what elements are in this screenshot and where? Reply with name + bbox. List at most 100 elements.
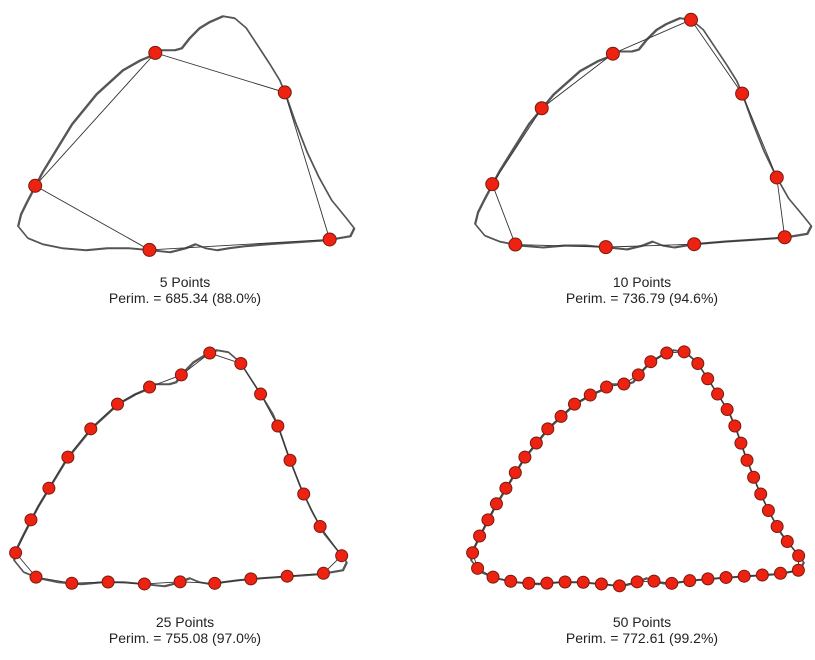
sample-point bbox=[24, 513, 38, 527]
sample-point bbox=[631, 368, 645, 382]
sample-point bbox=[755, 568, 769, 582]
sample-point bbox=[322, 232, 337, 247]
sample-point bbox=[683, 574, 697, 588]
sample-point bbox=[791, 563, 805, 577]
panel-10-points: 10 Points Perim. = 736.79 (94.6%) bbox=[462, 8, 815, 328]
shape-outline bbox=[470, 349, 805, 587]
sample-point bbox=[701, 372, 715, 386]
sample-point bbox=[208, 576, 222, 590]
sample-point bbox=[780, 534, 794, 548]
shape-outline bbox=[18, 16, 356, 254]
sample-point bbox=[777, 230, 792, 245]
sample-point bbox=[271, 419, 285, 433]
sample-point bbox=[612, 579, 626, 593]
shape-figure bbox=[9, 346, 349, 591]
sample-point bbox=[600, 380, 614, 394]
sample-point bbox=[691, 356, 705, 370]
sample-point bbox=[28, 178, 43, 193]
sample-point bbox=[687, 237, 702, 252]
points-label: 50 Points bbox=[612, 614, 672, 630]
sample-point bbox=[719, 570, 733, 584]
sample-point bbox=[499, 481, 513, 495]
sample-point bbox=[554, 409, 568, 423]
perimeter-label: Perim. = 772.61 (99.2%) bbox=[565, 630, 719, 646]
sample-point bbox=[485, 177, 500, 192]
shape-figure bbox=[474, 12, 813, 255]
sample-point bbox=[489, 497, 503, 511]
sample-point bbox=[701, 572, 715, 586]
sample-point bbox=[792, 549, 806, 563]
sample-point bbox=[283, 453, 297, 467]
shape-figure bbox=[17, 15, 356, 257]
panel-25-points: 25 Points Perim. = 755.08 (97.0%) bbox=[5, 340, 385, 660]
sample-point bbox=[534, 101, 549, 116]
sample-point bbox=[711, 387, 725, 401]
sample-point bbox=[244, 572, 258, 586]
sample-point bbox=[683, 12, 698, 27]
sample-point bbox=[316, 566, 330, 580]
sample-point bbox=[9, 546, 23, 560]
sample-point bbox=[110, 397, 124, 411]
sample-point bbox=[173, 575, 187, 589]
sample-point bbox=[84, 422, 98, 436]
sample-point bbox=[728, 419, 742, 433]
sample-point bbox=[567, 397, 581, 411]
shape-outline bbox=[17, 15, 355, 253]
sample-point bbox=[254, 387, 268, 401]
sample-point bbox=[647, 574, 661, 588]
sample-point bbox=[735, 86, 750, 101]
shape-outline bbox=[471, 350, 805, 588]
panel-caption: 25 Points Perim. = 755.08 (97.0%) bbox=[5, 614, 365, 646]
sample-point bbox=[142, 242, 157, 257]
sample-point bbox=[770, 519, 784, 533]
panel-caption: 10 Points Perim. = 736.79 (94.6%) bbox=[462, 274, 815, 306]
sample-point bbox=[508, 237, 523, 252]
shape-outline bbox=[475, 18, 813, 251]
sample-point bbox=[734, 436, 748, 450]
sample-point bbox=[665, 576, 679, 590]
sample-point bbox=[594, 577, 608, 591]
sample-point bbox=[143, 380, 157, 394]
sample-point bbox=[466, 546, 480, 560]
sample-point bbox=[737, 569, 751, 583]
sample-point bbox=[540, 576, 554, 590]
sample-point bbox=[761, 503, 775, 517]
sample-point bbox=[576, 575, 590, 589]
sample-point bbox=[313, 519, 327, 533]
approximating-polygon bbox=[491, 19, 786, 248]
approximating-polygon bbox=[34, 52, 331, 251]
sample-point bbox=[558, 575, 572, 589]
sample-point bbox=[29, 570, 43, 584]
perimeter-label: Perim. = 755.08 (97.0%) bbox=[108, 630, 262, 646]
sample-point bbox=[174, 368, 188, 382]
sample-point bbox=[630, 575, 644, 589]
sample-point bbox=[471, 561, 485, 575]
sample-point bbox=[504, 574, 518, 588]
sample-point bbox=[529, 436, 543, 450]
sample-point bbox=[234, 356, 248, 370]
sample-point bbox=[605, 46, 620, 61]
sample-point bbox=[617, 377, 631, 391]
sample-point bbox=[297, 487, 311, 501]
sample-point bbox=[773, 566, 787, 580]
sample-point bbox=[277, 85, 292, 100]
shape-outline bbox=[13, 349, 348, 587]
panel-caption: 50 Points Perim. = 772.61 (99.2%) bbox=[462, 614, 815, 646]
sample-point bbox=[769, 170, 784, 185]
sample-point bbox=[644, 355, 658, 369]
sample-point bbox=[660, 346, 674, 360]
shape-outline bbox=[14, 350, 348, 588]
sample-point bbox=[203, 346, 217, 360]
sample-point bbox=[148, 45, 163, 60]
points-label: 5 Points bbox=[159, 274, 211, 290]
panel-5-points: 5 Points Perim. = 685.34 (88.0%) bbox=[5, 8, 385, 328]
points-label: 10 Points bbox=[612, 274, 672, 290]
sample-point bbox=[101, 575, 115, 589]
sample-point bbox=[522, 576, 536, 590]
sample-point bbox=[137, 577, 151, 591]
sample-point bbox=[740, 453, 754, 467]
sample-point bbox=[583, 388, 597, 402]
points-label: 25 Points bbox=[155, 614, 215, 630]
sample-point bbox=[481, 513, 495, 527]
panel-caption: 5 Points Perim. = 685.34 (88.0%) bbox=[5, 274, 365, 306]
